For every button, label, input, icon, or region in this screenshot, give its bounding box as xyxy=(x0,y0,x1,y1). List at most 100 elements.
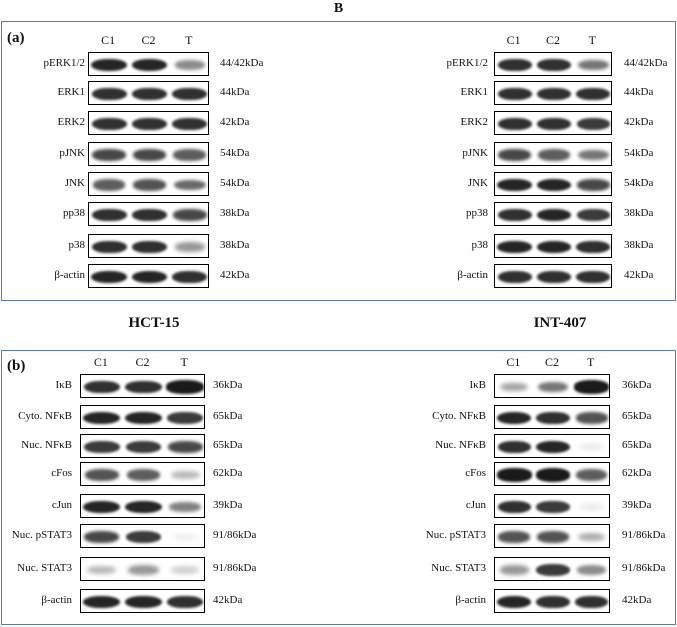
protein-label: pERK1/2 xyxy=(446,57,488,69)
size-label: 62kDa xyxy=(213,467,243,479)
band-c1 xyxy=(83,380,120,394)
blot-strip xyxy=(80,462,205,486)
protein-label: β-actin xyxy=(41,594,72,606)
blot-strip xyxy=(88,111,209,135)
band-c2 xyxy=(131,58,168,72)
cell-line-left: HCT-15 xyxy=(128,315,180,331)
band-c2 xyxy=(536,87,572,101)
figure-letter: B xyxy=(333,1,344,16)
protein-label: JNK xyxy=(64,177,85,189)
lane-header-c1: C1 xyxy=(506,33,521,47)
band-c2 xyxy=(536,178,572,192)
size-label: 54kDa xyxy=(220,177,250,189)
band-c1 xyxy=(84,469,120,481)
protein-label: cFos xyxy=(51,467,72,479)
size-label: 44/42kDa xyxy=(624,57,668,69)
size-label: 44kDa xyxy=(220,86,250,98)
protein-label: Nuc. NFκB xyxy=(21,439,72,451)
band-c2 xyxy=(536,411,570,425)
size-label: 65kDa xyxy=(213,410,243,422)
band-c1 xyxy=(497,240,533,254)
band-t xyxy=(579,443,604,451)
band-t xyxy=(169,502,202,512)
blot-strip xyxy=(80,494,205,518)
protein-label: Nuc. STAT3 xyxy=(431,562,486,574)
size-label: 39kDa xyxy=(213,499,243,511)
band-c2 xyxy=(536,58,572,72)
band-c2 xyxy=(535,468,571,482)
lane-header-c1: C1 xyxy=(506,355,521,369)
band-t xyxy=(171,566,199,574)
band-t xyxy=(174,60,205,70)
band-c1 xyxy=(87,565,117,575)
band-c1 xyxy=(91,58,127,72)
band-c2 xyxy=(536,500,570,514)
blot-strip xyxy=(494,202,612,226)
size-label: 42kDa xyxy=(622,594,652,606)
band-c1 xyxy=(497,595,532,609)
band-t xyxy=(172,533,198,541)
lane-header-c2: C2 xyxy=(544,355,559,369)
band-t xyxy=(576,179,610,191)
size-label: 91/86kDa xyxy=(213,529,257,541)
band-c1 xyxy=(497,208,532,222)
band-c2 xyxy=(131,117,168,131)
band-c1 xyxy=(91,87,127,101)
blot-strip xyxy=(80,434,205,458)
blot-strip xyxy=(80,557,205,581)
band-t xyxy=(172,87,208,101)
protein-label: pJNK xyxy=(462,147,488,159)
size-label: 38kDa xyxy=(624,239,654,251)
band-t xyxy=(578,532,606,542)
size-label: 42kDa xyxy=(624,116,654,128)
band-t xyxy=(167,411,203,425)
band-c2 xyxy=(125,411,162,425)
panel-b-label: (b) xyxy=(7,358,26,374)
size-label: 65kDa xyxy=(622,439,652,451)
protein-label: Nuc. pSTAT3 xyxy=(425,529,486,541)
size-label: 39kDa xyxy=(622,499,652,511)
blot-strip xyxy=(80,374,205,398)
lane-header-c2: C2 xyxy=(545,33,560,47)
protein-label: Cyto. NFκB xyxy=(18,410,72,422)
protein-label: Nuc. pSTAT3 xyxy=(11,529,72,541)
band-c1 xyxy=(91,240,127,254)
band-c2 xyxy=(132,149,167,161)
band-t xyxy=(577,565,607,575)
protein-label: p38 xyxy=(68,239,86,251)
band-t xyxy=(172,270,208,284)
protein-label: ERK1 xyxy=(57,86,86,98)
blot-strip xyxy=(88,52,209,76)
band-c1 xyxy=(83,595,121,609)
band-c2 xyxy=(131,240,168,254)
band-c2 xyxy=(125,530,162,544)
blot-strip xyxy=(494,557,610,581)
blot-strip xyxy=(494,172,612,196)
size-label: 42kDa xyxy=(220,116,250,128)
band-c2 xyxy=(536,117,572,131)
band-c2 xyxy=(131,208,168,222)
lane-header-c2: C2 xyxy=(141,33,156,47)
protein-label: β-actin xyxy=(54,269,85,281)
blot-strip xyxy=(80,524,205,548)
panel-b xyxy=(1,350,676,625)
size-label: 38kDa xyxy=(220,207,250,219)
blot-strip xyxy=(494,52,612,76)
band-t xyxy=(167,595,204,609)
lane-header-c1: C1 xyxy=(101,33,116,47)
lane-header-t: T xyxy=(185,33,193,47)
protein-label: ERK2 xyxy=(460,116,489,128)
band-c1 xyxy=(84,440,120,454)
protein-label: cJun xyxy=(465,499,486,511)
band-c1 xyxy=(92,179,126,191)
protein-label: ERK2 xyxy=(57,116,86,128)
band-t xyxy=(170,470,200,480)
band-c2 xyxy=(131,87,168,101)
band-t xyxy=(575,412,608,424)
band-c1 xyxy=(498,531,531,543)
size-label: 62kDa xyxy=(622,467,652,479)
band-c1 xyxy=(83,500,121,514)
size-label: 91/86kDa xyxy=(213,562,257,574)
blot-strip xyxy=(494,434,610,458)
protein-label: IκB xyxy=(469,379,486,391)
